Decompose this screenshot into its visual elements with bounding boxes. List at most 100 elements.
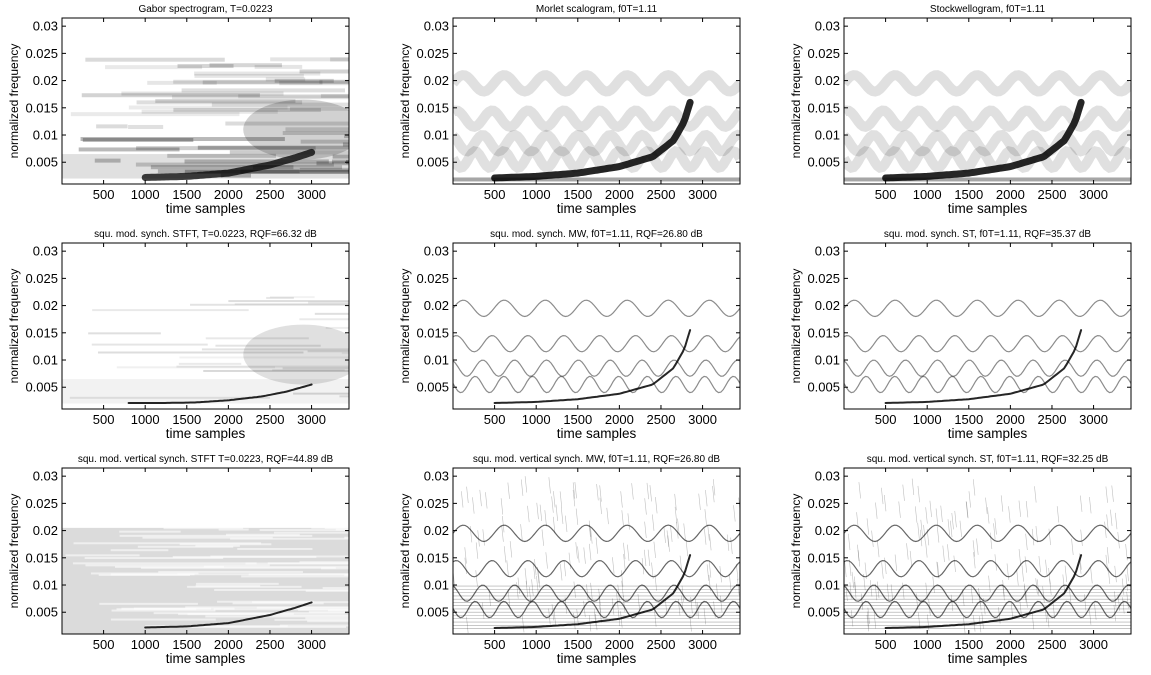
x-axis-label: time samples (557, 201, 637, 216)
x-tick-label: 1500 (563, 412, 592, 427)
x-axis-label: time samples (948, 651, 1028, 666)
y-tick-label: 0.005 (416, 605, 449, 620)
y-tick-label: 0.02 (815, 73, 840, 88)
x-tick-label: 1000 (522, 637, 551, 652)
x-tick-label: 2500 (1038, 637, 1067, 652)
y-axis-label: normalized frequency (789, 269, 803, 384)
x-tick-label: 2000 (214, 412, 243, 427)
x-tick-label: 2000 (214, 637, 243, 652)
y-tick-label: 0.03 (33, 244, 58, 259)
y-tick-label: 0.015 (416, 325, 449, 340)
y-axis-label: normalized frequency (789, 494, 803, 609)
x-tick-label: 3000 (1079, 412, 1108, 427)
y-tick-label: 0.015 (25, 100, 58, 115)
x-tick-label: 3000 (297, 187, 326, 202)
heatmap-image (62, 468, 349, 634)
y-tick-label: 0.025 (25, 271, 58, 286)
x-tick-label: 2000 (605, 187, 634, 202)
y-axis-label: normalized frequency (789, 44, 803, 159)
x-tick-label: 3000 (1079, 187, 1108, 202)
y-tick-label: 0.015 (807, 550, 840, 565)
x-tick-label: 500 (93, 412, 115, 427)
x-tick-label: 2500 (647, 187, 676, 202)
x-tick-label: 3000 (688, 187, 717, 202)
x-tick-label: 1000 (913, 412, 942, 427)
y-tick-label: 0.03 (815, 244, 840, 259)
y-tick-label: 0.02 (424, 73, 449, 88)
y-tick-label: 0.005 (25, 380, 58, 395)
x-tick-label: 1500 (172, 187, 201, 202)
x-tick-label: 500 (875, 637, 897, 652)
x-tick-label: 1500 (954, 637, 983, 652)
panel-2: 500 1000 1500 2000 2500 3000 0.005 0.01 0.015 0.0… (398, 4, 741, 216)
y-tick-label: 0.015 (25, 325, 58, 340)
x-tick-label: 500 (484, 412, 506, 427)
x-tick-label: 1000 (913, 187, 942, 202)
y-tick-label: 0.03 (815, 469, 840, 484)
y-tick-label: 0.025 (807, 496, 840, 511)
y-tick-label: 0.025 (25, 496, 58, 511)
x-tick-label: 1500 (954, 187, 983, 202)
x-tick-label: 1000 (913, 637, 942, 652)
x-tick-label: 1000 (131, 637, 160, 652)
y-axis-label: normalized frequency (7, 494, 21, 609)
x-tick-label: 1500 (172, 412, 201, 427)
y-axis-label: normalized frequency (7, 44, 21, 159)
y-tick-label: 0.025 (807, 46, 840, 61)
x-tick-label: 2000 (605, 412, 634, 427)
panel-9: 500 1000 1500 2000 2500 3000 0.005 0.01 0.015 0.0… (789, 454, 1132, 666)
ridge-curve (884, 329, 1083, 404)
y-tick-label: 0.03 (424, 469, 449, 484)
heatmap-image (453, 18, 740, 184)
x-axis-label: time samples (166, 426, 246, 441)
ridge-curve (127, 383, 313, 404)
y-tick-label: 0.025 (807, 271, 840, 286)
x-tick-label: 1500 (954, 412, 983, 427)
y-tick-label: 0.02 (424, 298, 449, 313)
x-tick-label: 500 (484, 187, 506, 202)
x-tick-label: 2500 (647, 412, 676, 427)
y-tick-label: 0.03 (424, 19, 449, 34)
y-tick-label: 0.015 (416, 550, 449, 565)
axes-frame (452, 17, 741, 185)
x-tick-label: 500 (484, 637, 506, 652)
x-tick-label: 3000 (688, 637, 717, 652)
heatmap-image (62, 18, 349, 184)
y-tick-label: 0.01 (33, 578, 58, 593)
ridge-curve (493, 329, 692, 404)
ridge-curve (141, 148, 316, 181)
heatmap-image (62, 243, 349, 409)
axes-frame (452, 467, 741, 635)
x-axis-label: time samples (557, 426, 637, 441)
y-tick-label: 0.015 (25, 550, 58, 565)
x-axis-label: time samples (166, 201, 246, 216)
x-tick-label: 1500 (563, 187, 592, 202)
y-tick-label: 0.005 (416, 155, 449, 170)
heatmap-image (844, 243, 1131, 409)
y-tick-label: 0.01 (815, 353, 840, 368)
ridge-curve (884, 554, 1083, 629)
axes-frame (61, 17, 350, 185)
axes-frame (843, 242, 1132, 410)
x-tick-label: 1000 (131, 187, 160, 202)
panel-title: squ. mod. vertical synch. MW, f0T=1.11, … (473, 454, 720, 465)
x-tick-label: 2500 (1038, 187, 1067, 202)
x-tick-label: 2500 (1038, 412, 1067, 427)
y-tick-label: 0.015 (416, 100, 449, 115)
panel-title: squ. mod. synch. ST, f0T=1.11, RQF=35.37… (884, 229, 1091, 240)
y-tick-label: 0.025 (416, 271, 449, 286)
y-tick-label: 0.02 (815, 298, 840, 313)
x-tick-label: 2500 (256, 187, 285, 202)
y-tick-label: 0.01 (815, 128, 840, 143)
y-tick-label: 0.02 (815, 523, 840, 538)
y-tick-label: 0.02 (33, 523, 58, 538)
y-axis-label: normalized frequency (398, 269, 412, 384)
x-tick-label: 2000 (214, 187, 243, 202)
y-tick-label: 0.03 (33, 19, 58, 34)
heatmap-image (453, 243, 740, 409)
y-tick-label: 0.01 (33, 353, 58, 368)
y-tick-label: 0.025 (416, 496, 449, 511)
y-axis-label: normalized frequency (7, 269, 21, 384)
